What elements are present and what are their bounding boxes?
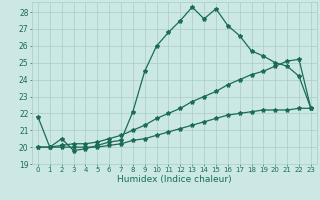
X-axis label: Humidex (Indice chaleur): Humidex (Indice chaleur) xyxy=(117,175,232,184)
